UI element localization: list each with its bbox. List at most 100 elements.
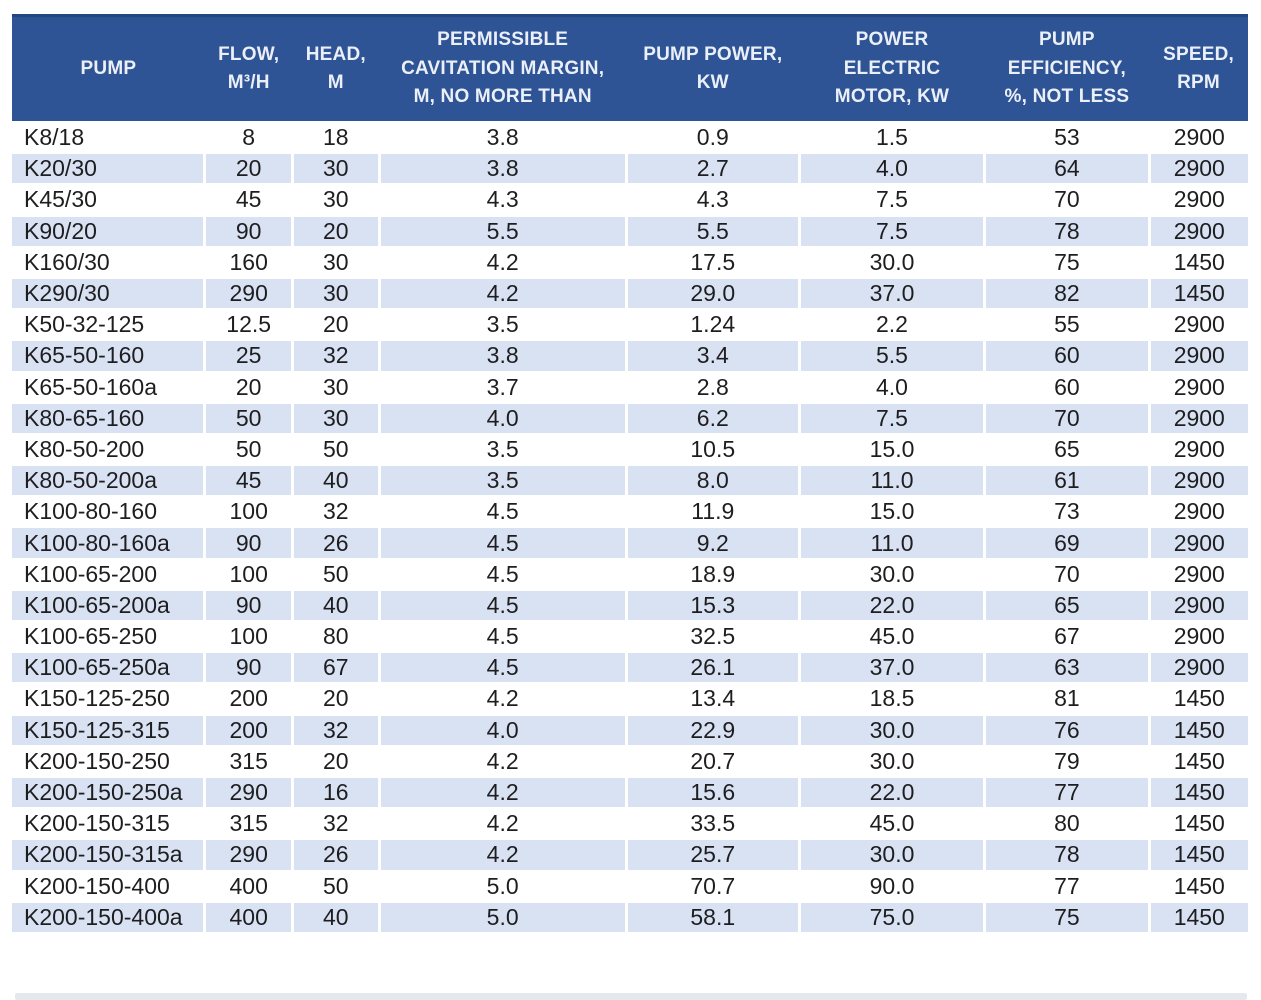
value-cell: 20 xyxy=(291,682,381,716)
value-cell: 3.8 xyxy=(377,120,628,155)
value-cell: 25.7 xyxy=(624,838,801,872)
pump-name-cell: K100-65-200a xyxy=(12,588,207,623)
value-cell: 30.0 xyxy=(797,557,987,591)
value-cell: 2900 xyxy=(1147,152,1248,186)
pump-name-cell: K150-125-315 xyxy=(12,713,207,747)
value-cell: 100 xyxy=(203,557,295,591)
value-cell: 15.0 xyxy=(797,432,987,467)
value-cell: 90.0 xyxy=(797,869,987,903)
value-cell: 78 xyxy=(983,214,1151,248)
value-cell: 0.9 xyxy=(624,120,801,155)
table-body: K8/18 8 18 3.8 0.9 1.5 53 2900 K20/30 20 30 3.8 2.7 4… xyxy=(12,120,1248,934)
value-cell: 20 xyxy=(291,214,381,248)
value-cell: 290 xyxy=(203,838,295,872)
table-row: K8/18 8 18 3.8 0.9 1.5 53 2900 xyxy=(12,120,1248,155)
pump-name-cell: K200-150-315 xyxy=(12,807,207,841)
value-cell: 5.5 xyxy=(377,214,628,248)
value-cell: 30.0 xyxy=(797,838,987,872)
table-row: K65-50-160 25 32 3.8 3.4 5.5 60 2900 xyxy=(12,339,1248,373)
table-row: K100-80-160a 90 26 4.5 9.2 11.0 69 2900 xyxy=(12,526,1248,560)
table-row: K100-65-200a 90 40 4.5 15.3 22.0 65 2900 xyxy=(12,588,1248,623)
value-cell: 18.9 xyxy=(624,557,801,591)
table-row: K200-150-315a 290 26 4.2 25.7 30.0 78 1450 xyxy=(12,838,1248,872)
pump-name-cell: K100-65-200 xyxy=(12,557,207,591)
value-cell: 1.5 xyxy=(797,120,987,155)
value-cell: 1450 xyxy=(1147,713,1248,747)
value-cell: 10.5 xyxy=(624,432,801,467)
column-header-flow: FLOW, M³/H xyxy=(204,14,293,122)
value-cell: 18.5 xyxy=(797,682,987,716)
value-cell: 15.3 xyxy=(624,588,801,623)
value-cell: 17.5 xyxy=(624,245,801,279)
value-cell: 2.2 xyxy=(797,308,987,342)
value-cell: 26 xyxy=(291,838,381,872)
table-row: K150-125-315 200 32 4.0 22.9 30.0 76 1450 xyxy=(12,713,1248,747)
table-row: K200-150-250a 290 16 4.2 15.6 22.0 77 1450 xyxy=(12,775,1248,810)
value-cell: 400 xyxy=(203,869,295,903)
value-cell: 4.5 xyxy=(377,526,628,560)
value-cell: 4.2 xyxy=(377,807,628,841)
table-row: K100-65-250a 90 67 4.5 26.1 37.0 63 2900 xyxy=(12,651,1248,685)
pump-name-cell: K100-65-250a xyxy=(12,651,207,685)
pump-name-cell: K45/30 xyxy=(12,183,207,217)
pump-name-cell: K150-125-250 xyxy=(12,682,207,716)
value-cell: 4.5 xyxy=(377,651,628,685)
table-row: K200-150-400 400 50 5.0 70.7 90.0 77 1450 xyxy=(12,869,1248,903)
value-cell: 20.7 xyxy=(624,744,801,778)
value-cell: 15.6 xyxy=(624,775,801,810)
value-cell: 4.2 xyxy=(377,744,628,778)
value-cell: 3.4 xyxy=(624,339,801,373)
table-row: K80-50-200a 45 40 3.5 8.0 11.0 61 2900 xyxy=(12,464,1248,498)
value-cell: 80 xyxy=(983,807,1151,841)
value-cell: 15.0 xyxy=(797,495,987,529)
value-cell: 53 xyxy=(983,120,1151,155)
value-cell: 2900 xyxy=(1147,339,1248,373)
value-cell: 3.8 xyxy=(377,152,628,186)
value-cell: 40 xyxy=(291,464,381,498)
value-cell: 3.5 xyxy=(377,432,628,467)
value-cell: 90 xyxy=(203,588,295,623)
pump-name-cell: K100-80-160 xyxy=(12,495,207,529)
table-row: K290/30 290 30 4.2 29.0 37.0 82 1450 xyxy=(12,276,1248,311)
table-row: K100-65-200 100 50 4.5 18.9 30.0 70 2900 xyxy=(12,557,1248,591)
value-cell: 2900 xyxy=(1147,651,1248,685)
value-cell: 2900 xyxy=(1147,120,1248,155)
value-cell: 5.0 xyxy=(377,869,628,903)
table-row: K50-32-125 12.5 20 3.5 1.24 2.2 55 2900 xyxy=(12,308,1248,342)
value-cell: 40 xyxy=(291,588,381,623)
value-cell: 75 xyxy=(983,245,1151,279)
column-header-pump-power: PUMP POWER, KW xyxy=(626,14,800,122)
value-cell: 2900 xyxy=(1147,464,1248,498)
value-cell: 1450 xyxy=(1147,775,1248,810)
value-cell: 4.3 xyxy=(377,183,628,217)
table-row: K200-150-250 315 20 4.2 20.7 30.0 79 1450 xyxy=(12,744,1248,778)
value-cell: 70.7 xyxy=(624,869,801,903)
value-cell: 4.2 xyxy=(377,838,628,872)
value-cell: 20 xyxy=(291,744,381,778)
value-cell: 50 xyxy=(291,557,381,591)
value-cell: 76 xyxy=(983,713,1151,747)
value-cell: 67 xyxy=(983,619,1151,654)
pump-name-cell: K90/20 xyxy=(12,214,207,248)
value-cell: 1450 xyxy=(1147,900,1248,934)
value-cell: 200 xyxy=(203,682,295,716)
value-cell: 2900 xyxy=(1147,619,1248,654)
value-cell: 30.0 xyxy=(797,713,987,747)
value-cell: 18 xyxy=(291,120,381,155)
pump-name-cell: K200-150-250a xyxy=(12,775,207,810)
value-cell: 4.2 xyxy=(377,775,628,810)
value-cell: 2900 xyxy=(1147,183,1248,217)
value-cell: 29.0 xyxy=(624,276,801,311)
value-cell: 4.0 xyxy=(797,370,987,404)
value-cell: 2900 xyxy=(1147,401,1248,435)
value-cell: 25 xyxy=(203,339,295,373)
value-cell: 12.5 xyxy=(203,308,295,342)
pump-name-cell: K80-50-200 xyxy=(12,432,207,467)
value-cell: 4.2 xyxy=(377,276,628,311)
value-cell: 55 xyxy=(983,308,1151,342)
value-cell: 4.0 xyxy=(377,401,628,435)
value-cell: 1.24 xyxy=(624,308,801,342)
column-header-motor-power: POWER ELECTRIC MOTOR, KW xyxy=(799,14,985,122)
value-cell: 65 xyxy=(983,588,1151,623)
pump-name-cell: K200-150-250 xyxy=(12,744,207,778)
